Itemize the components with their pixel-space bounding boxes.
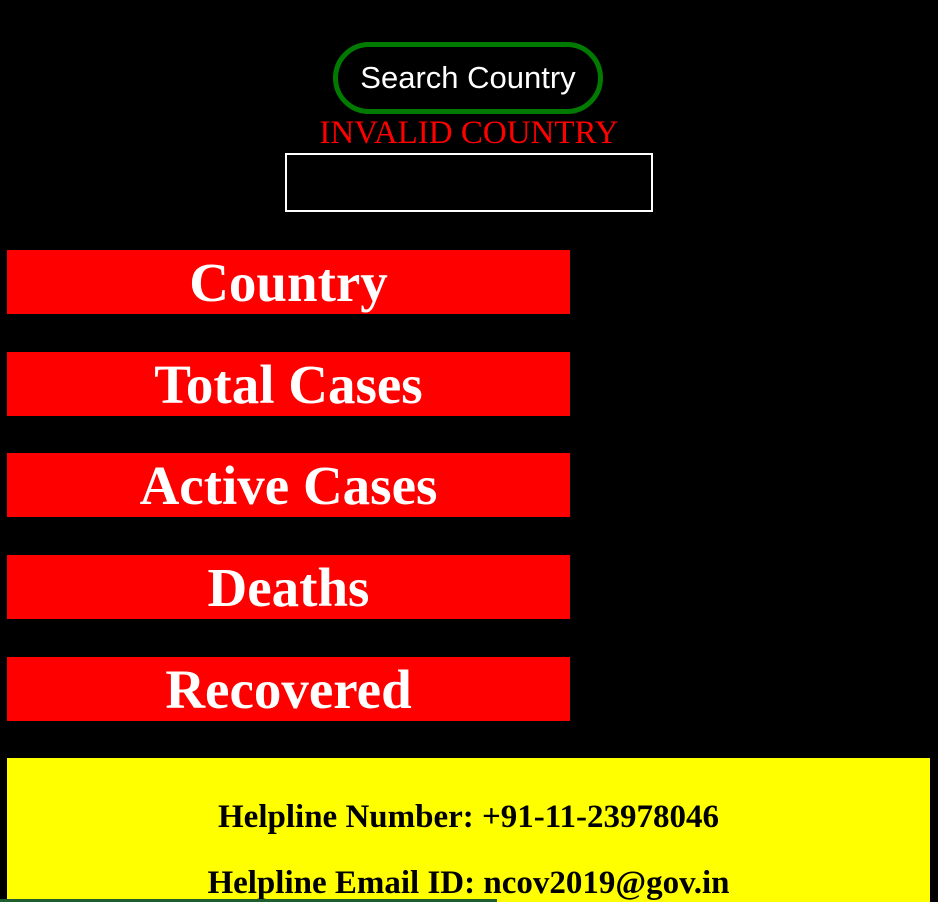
search-country-button[interactable]: Search Country (333, 42, 603, 114)
deaths-stat-box: Deaths (7, 555, 570, 619)
helpline-number: Helpline Number: +91-11-23978046 (218, 799, 719, 835)
recovered-stat-box: Recovered (7, 657, 570, 721)
total-cases-stat-box: Total Cases (7, 352, 570, 416)
helpline-email: Helpline Email ID: ncov2019@gov.in (207, 865, 730, 901)
invalid-country-message: INVALID COUNTRY (319, 115, 619, 151)
country-search-input[interactable] (285, 153, 653, 212)
country-stat-box: Country (7, 250, 570, 314)
helpline-footer: Helpline Number: +91-11-23978046 Helplin… (7, 758, 930, 902)
bottom-divider (0, 899, 497, 902)
active-cases-stat-box: Active Cases (7, 453, 570, 517)
